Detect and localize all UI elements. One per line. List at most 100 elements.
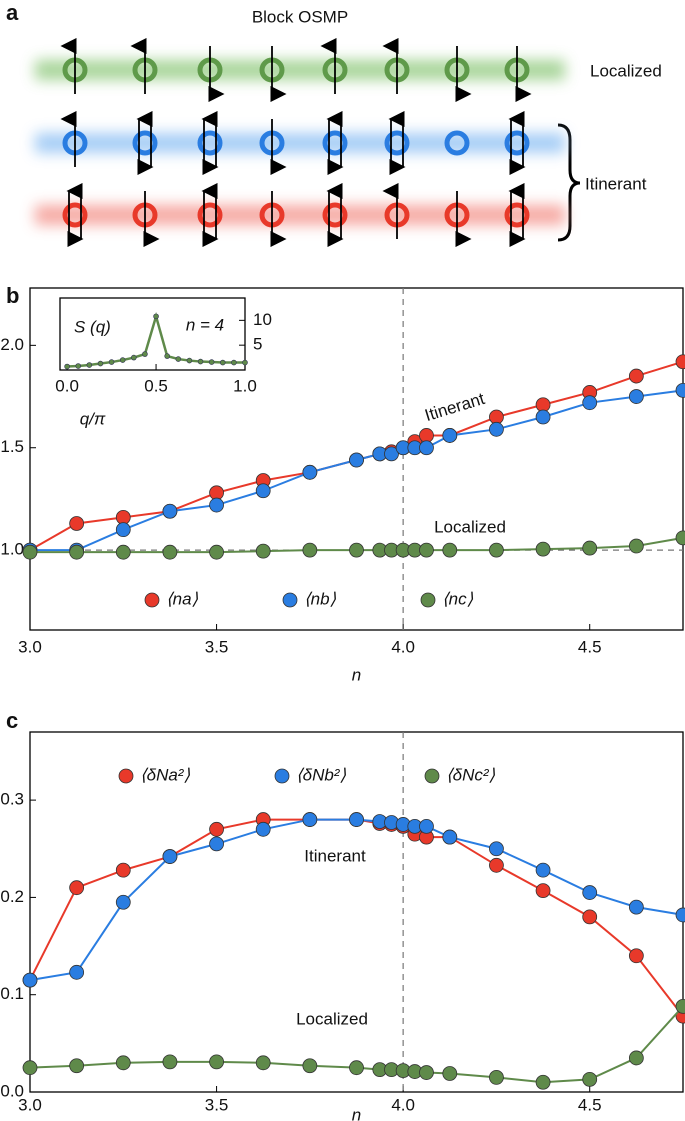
x-tick-label: 4.0	[391, 1095, 415, 1114]
legend-label: ⟨δNa²⟩	[140, 765, 190, 784]
y-axis-label: S (q)	[74, 317, 111, 336]
data-point	[349, 542, 364, 558]
data-point	[186, 357, 193, 364]
data-point	[162, 1054, 178, 1070]
data-point	[302, 1058, 318, 1074]
site	[62, 202, 88, 228]
data-point	[175, 356, 182, 362]
data-point	[22, 1060, 38, 1076]
data-point	[675, 354, 685, 370]
y-tick-label: 0.3	[0, 790, 24, 809]
data-point	[115, 894, 131, 910]
x-tick-label: 0.5	[144, 376, 168, 395]
legend-marker	[118, 768, 134, 784]
site	[322, 130, 348, 156]
plot-frame	[29, 287, 684, 631]
plot-frame	[59, 297, 246, 371]
data-point	[419, 440, 434, 456]
data-point	[209, 1054, 224, 1070]
x-tick-label: 1.0	[233, 376, 257, 395]
data-point	[302, 812, 318, 827]
data-point	[675, 530, 685, 546]
x-tick-label: 0.0	[55, 376, 79, 395]
data-point	[142, 351, 148, 357]
data-point	[384, 446, 399, 462]
data-point	[22, 972, 38, 988]
y-tick-label: 10	[253, 310, 272, 329]
data-point	[231, 359, 237, 366]
data-point	[535, 409, 551, 425]
data-point	[628, 368, 644, 384]
data-point	[349, 452, 364, 468]
x-tick-label: 3.0	[18, 637, 42, 656]
y-tick-label: 0.0	[0, 1081, 24, 1100]
data-point	[115, 522, 131, 538]
data-point	[442, 829, 458, 845]
data-point	[69, 964, 85, 980]
site	[444, 130, 470, 156]
site	[504, 130, 530, 156]
data-point	[628, 948, 644, 964]
legend-label: ⟨δNc²⟩	[446, 765, 496, 784]
data-point	[489, 542, 504, 558]
data-point	[255, 821, 271, 837]
annotation: Localized	[434, 517, 506, 536]
data-point	[442, 1066, 458, 1081]
x-tick-label: 3.5	[205, 637, 229, 656]
data-point	[131, 354, 137, 361]
itinerant-label: Itinerant	[585, 174, 647, 193]
site	[197, 202, 223, 228]
data-point	[535, 1074, 551, 1090]
data-point	[255, 1055, 271, 1071]
data-point	[162, 544, 178, 560]
site	[504, 202, 530, 228]
legend-marker	[424, 768, 440, 784]
data-point	[302, 542, 318, 558]
x-tick-label: 4.5	[578, 637, 602, 656]
data-point	[69, 544, 85, 560]
panel-label: c	[6, 708, 18, 733]
legend-marker	[420, 592, 436, 608]
x-tick-label: 3.5	[205, 1095, 229, 1114]
localized-label: Localized	[590, 61, 662, 80]
diagram-title: Block OSMP	[252, 7, 348, 26]
data-point	[349, 1060, 364, 1076]
data-point	[535, 862, 551, 878]
y-tick-label: 2.0	[0, 335, 24, 354]
x-tick-label: 4.5	[578, 1095, 602, 1114]
y-tick-label: 1.0	[0, 540, 24, 559]
x-tick-label: 4.0	[391, 637, 415, 656]
data-point	[219, 359, 226, 366]
data-point	[115, 544, 131, 560]
data-point	[119, 357, 126, 363]
data-point	[162, 503, 178, 519]
data-point	[675, 382, 685, 398]
data-point	[115, 1055, 131, 1071]
legend-marker	[144, 592, 160, 608]
data-point	[22, 544, 38, 560]
data-point	[582, 885, 598, 900]
data-point	[75, 363, 82, 369]
data-point	[86, 362, 93, 368]
data-point	[302, 464, 318, 480]
y-tick-label: 5	[253, 335, 262, 354]
annotation: Localized	[296, 1009, 368, 1028]
data-point	[349, 812, 364, 827]
data-point	[442, 428, 458, 443]
data-point	[675, 998, 685, 1014]
legend-marker	[282, 592, 298, 608]
data-point	[69, 880, 85, 896]
data-point	[164, 353, 170, 359]
data-point	[419, 818, 434, 834]
site	[384, 130, 410, 156]
site	[132, 130, 158, 156]
data-point	[628, 538, 644, 554]
data-point	[108, 359, 115, 365]
data-point	[419, 1065, 434, 1080]
data-point	[115, 862, 131, 878]
data-point	[489, 421, 504, 437]
x-tick-label: 3.0	[18, 1095, 42, 1114]
data-point	[442, 542, 458, 558]
data-point	[64, 363, 70, 370]
y-tick-label: 1.5	[0, 437, 24, 456]
